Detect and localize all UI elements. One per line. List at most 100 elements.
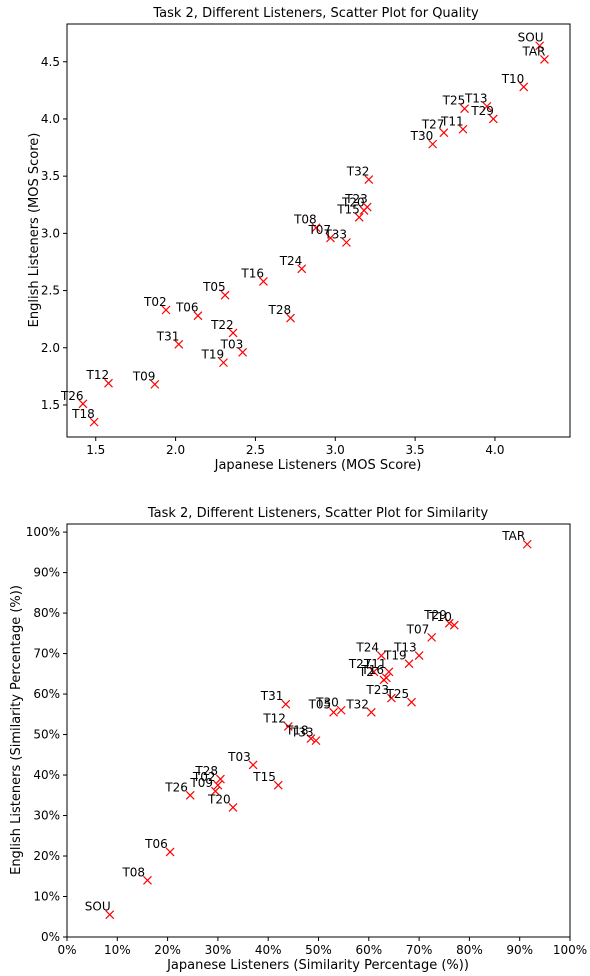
data-point: T05 bbox=[202, 280, 230, 300]
point-marker bbox=[104, 378, 113, 388]
data-point: T25 bbox=[386, 687, 416, 707]
x-axis-label: Japanese Listeners (MOS Score) bbox=[214, 458, 422, 473]
point-label: T02 bbox=[192, 770, 216, 784]
point-label: T10 bbox=[501, 72, 525, 86]
point-marker bbox=[336, 705, 346, 715]
chart-title: Task 2, Different Listeners, Scatter Plo… bbox=[152, 6, 479, 21]
point-marker bbox=[427, 632, 437, 642]
point-marker bbox=[281, 699, 291, 709]
data-point: T06 bbox=[175, 301, 203, 321]
point-label: T13 bbox=[393, 641, 417, 655]
data-point: T08 bbox=[121, 865, 152, 885]
point-marker bbox=[329, 707, 339, 717]
point-label: T32 bbox=[345, 697, 369, 711]
point-marker bbox=[215, 774, 225, 784]
point-marker bbox=[488, 114, 498, 124]
point-marker bbox=[150, 379, 160, 389]
point-marker bbox=[219, 358, 228, 368]
y-axis-label: English Listeners (MOS Score) bbox=[27, 133, 42, 328]
data-point: T26 bbox=[60, 389, 88, 409]
data-point: T16 bbox=[240, 266, 268, 286]
point-label: T22 bbox=[210, 318, 234, 332]
x-tick-label: 1.5 bbox=[86, 443, 105, 457]
data-point: T18 bbox=[71, 407, 99, 427]
point-label: T26 bbox=[60, 389, 84, 403]
y-axis-label: English Listeners (Similarity Percentage… bbox=[9, 585, 24, 875]
data-point: T20 bbox=[207, 792, 238, 812]
point-label: T06 bbox=[144, 837, 168, 851]
point-marker bbox=[482, 101, 492, 111]
point-label: T08 bbox=[293, 213, 317, 227]
point-label: T15 bbox=[252, 770, 276, 784]
data-point: TAR bbox=[521, 44, 549, 64]
point-label: T12 bbox=[262, 711, 286, 725]
point-marker bbox=[311, 736, 321, 746]
point-marker bbox=[161, 305, 171, 315]
data-point: SOU bbox=[518, 31, 545, 51]
point-label: T30 bbox=[410, 129, 434, 143]
point-label: T29 bbox=[470, 104, 494, 118]
data-point: T15 bbox=[336, 202, 364, 222]
point-label: T2 bbox=[358, 665, 374, 679]
data-point: T28 bbox=[194, 764, 225, 784]
point-label: T18 bbox=[285, 724, 309, 738]
data-point: T10 bbox=[428, 610, 459, 630]
point-label: T26 bbox=[164, 780, 188, 794]
x-tick-label: 100% bbox=[553, 943, 587, 957]
point-label: T03 bbox=[220, 337, 244, 351]
point-label: T08 bbox=[121, 865, 145, 879]
data-point: T07 bbox=[307, 223, 335, 243]
point-label: T02 bbox=[143, 295, 167, 309]
x-tick-label: 4.0 bbox=[485, 443, 504, 457]
point-label: T23 bbox=[365, 683, 389, 697]
x-tick-label: 60% bbox=[355, 943, 382, 957]
x-tick-label: 3.5 bbox=[406, 443, 425, 457]
point-marker bbox=[248, 760, 258, 770]
y-tick-label: 30% bbox=[33, 809, 60, 823]
data-point: T08 bbox=[293, 213, 321, 233]
data-point: T33 bbox=[323, 228, 351, 247]
point-label: T25 bbox=[386, 687, 410, 701]
data-point: T15 bbox=[252, 770, 283, 790]
quality-scatter-chart: Task 2, Different Listeners, Scatter Plo… bbox=[27, 6, 571, 473]
point-marker bbox=[387, 693, 396, 703]
data-point: T24 bbox=[279, 254, 307, 274]
point-marker bbox=[362, 202, 372, 212]
point-marker bbox=[228, 328, 238, 338]
point-marker bbox=[540, 55, 549, 64]
data-point: T03 bbox=[227, 750, 258, 770]
y-tick-label: 2.0 bbox=[41, 341, 60, 355]
point-label: SOU bbox=[85, 900, 111, 914]
data-point: T30 bbox=[410, 129, 438, 149]
data-point: T30 bbox=[315, 695, 346, 715]
data-point: T02 bbox=[143, 295, 171, 315]
point-marker bbox=[105, 910, 115, 920]
data-point: T12 bbox=[262, 711, 293, 731]
point-marker bbox=[444, 618, 454, 628]
point-marker bbox=[297, 264, 307, 274]
point-marker bbox=[165, 847, 175, 857]
point-label: T24 bbox=[279, 254, 303, 268]
point-marker bbox=[89, 417, 99, 427]
y-tick-label: 4.0 bbox=[41, 112, 60, 126]
point-label: T33 bbox=[290, 726, 314, 740]
point-marker bbox=[228, 803, 238, 812]
data-point: T33 bbox=[290, 726, 321, 746]
point-label: T32 bbox=[346, 165, 370, 179]
point-label: T18 bbox=[71, 407, 95, 421]
point-label: T30 bbox=[315, 695, 339, 709]
point-marker bbox=[258, 276, 268, 286]
point-label: T10 bbox=[428, 610, 452, 624]
point-marker bbox=[311, 223, 321, 233]
point-marker bbox=[143, 875, 152, 885]
y-tick-label: 3.5 bbox=[41, 169, 60, 183]
data-point: SOU bbox=[85, 900, 115, 920]
point-marker bbox=[414, 651, 424, 661]
point-marker bbox=[379, 675, 389, 685]
data-point: T11 bbox=[440, 114, 468, 134]
point-marker bbox=[286, 313, 295, 323]
point-marker bbox=[174, 339, 184, 349]
data-point: T32 bbox=[346, 165, 374, 185]
y-tick-label: 80% bbox=[33, 606, 60, 620]
